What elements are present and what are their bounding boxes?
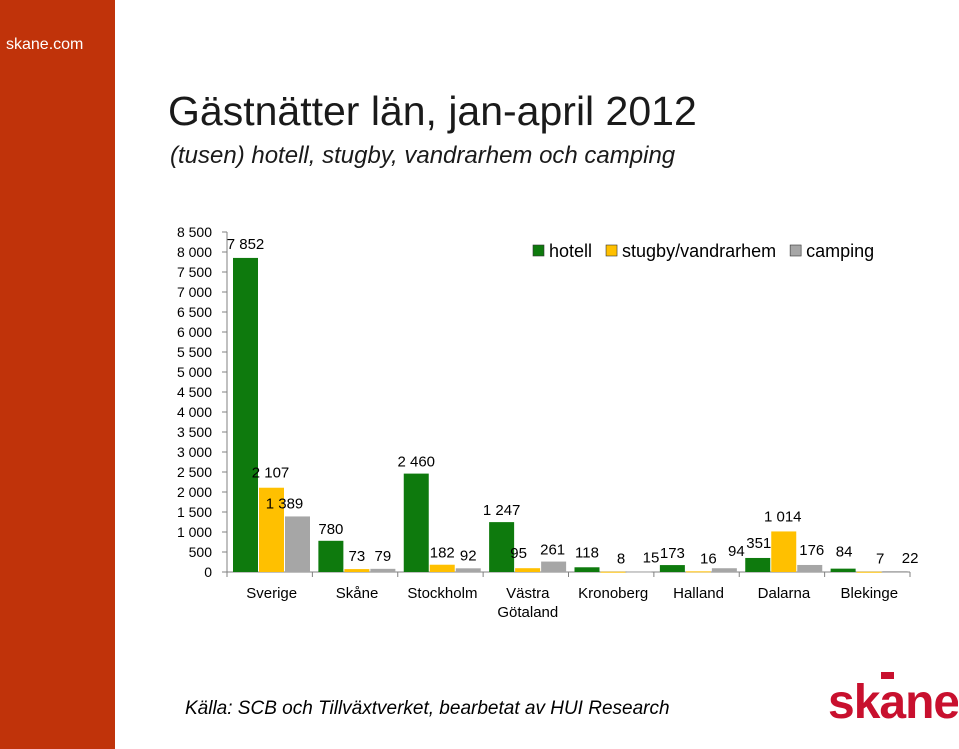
page-subtitle: (tusen) hotell, stugby, vandrarhem och c…	[170, 142, 676, 169]
y-tick-label: 7 500	[177, 264, 212, 280]
data-label: 7 852	[227, 236, 265, 253]
data-label: 176	[799, 542, 824, 559]
bar-stugby-vandrarhem	[856, 571, 882, 573]
data-label: 780	[318, 521, 343, 538]
legend-label: hotell	[549, 241, 592, 261]
y-tick-label: 3 000	[177, 444, 212, 460]
bar-hotell	[403, 473, 429, 572]
data-label: 73	[349, 548, 366, 565]
y-tick-label: 4 500	[177, 384, 212, 400]
legend-swatch	[605, 244, 618, 257]
y-tick-label: 500	[189, 544, 213, 560]
x-category-label: Halland	[673, 585, 724, 602]
brand-sidebar: skane.com	[0, 0, 115, 749]
data-label: 261	[540, 542, 565, 559]
y-tick-label: 8 000	[177, 244, 212, 260]
x-category-label: Skåne	[336, 585, 379, 602]
bar-stugby-vandrarhem	[259, 487, 284, 572]
x-category-label: Götaland	[497, 604, 558, 621]
y-tick-label: 6 500	[177, 304, 212, 320]
data-label: 15	[643, 549, 660, 566]
y-tick-label: 8 500	[177, 224, 212, 240]
legend-label: stugby/vandrarhem	[622, 241, 776, 261]
x-category-label: Kronoberg	[578, 585, 648, 602]
y-tick-label: 1 500	[177, 504, 212, 520]
bar-camping	[882, 571, 908, 573]
y-tick-label: 7 000	[177, 284, 212, 300]
bar-stugby-vandrarhem	[344, 569, 370, 572]
data-label: 79	[375, 548, 392, 565]
y-tick-label: 2 000	[177, 484, 212, 500]
data-label: 94	[728, 543, 745, 560]
data-label: 1 014	[764, 508, 802, 525]
bar-stugby-vandrarhem	[685, 571, 711, 573]
bar-hotell	[318, 540, 344, 572]
legend-swatch	[789, 244, 802, 257]
x-category-label: Stockholm	[407, 585, 477, 602]
bar-hotell	[745, 557, 771, 572]
page-title: Gästnätter län, jan-april 2012	[168, 88, 697, 134]
data-label: 16	[700, 550, 717, 567]
y-tick-label: 6 000	[177, 324, 212, 340]
bar-camping	[711, 568, 737, 572]
y-tick-label: 1 000	[177, 524, 212, 540]
bar-camping	[285, 516, 310, 572]
svg-text:skane: skane	[828, 676, 958, 729]
data-label: 8	[617, 551, 625, 568]
bar-stugby-vandrarhem	[429, 564, 455, 572]
bar-hotell	[659, 565, 685, 572]
data-label: 7	[876, 551, 884, 568]
legend-label: camping	[806, 241, 874, 261]
bar-stugby-vandrarhem	[771, 531, 797, 572]
data-label: 92	[460, 547, 477, 564]
skane-logo: skane	[828, 672, 958, 729]
y-tick-label: 0	[204, 564, 212, 580]
bar-camping	[455, 568, 481, 572]
site-link[interactable]: skane.com	[6, 36, 84, 53]
data-label: 173	[660, 545, 685, 562]
data-label: 2 460	[397, 454, 435, 471]
y-tick-label: 4 000	[177, 404, 212, 420]
data-label: 182	[430, 545, 455, 562]
y-tick-label: 2 500	[177, 464, 212, 480]
source-note: Källa: SCB och Tillväxtverket, bearbetat…	[185, 698, 670, 719]
bar-hotell	[489, 522, 515, 572]
data-label: 1 389	[266, 495, 304, 512]
bar-hotell	[574, 567, 600, 572]
bar-camping	[370, 568, 396, 572]
data-label: 1 247	[483, 502, 521, 519]
data-label: 84	[836, 544, 853, 561]
data-label: 351	[746, 535, 771, 552]
y-tick-label: 5 000	[177, 364, 212, 380]
x-category-label: Dalarna	[758, 585, 811, 602]
bar-camping	[626, 571, 652, 573]
bar-hotell	[233, 257, 258, 572]
bar-stugby-vandrarhem	[515, 568, 541, 572]
data-label: 22	[902, 550, 919, 567]
x-category-label: Blekinge	[841, 585, 899, 602]
x-category-label: Sverige	[246, 585, 297, 602]
x-category-label: Västra	[506, 585, 550, 602]
bar-hotell	[830, 568, 856, 572]
bar-stugby-vandrarhem	[600, 571, 626, 573]
legend-swatch	[532, 244, 545, 257]
y-tick-label: 5 500	[177, 344, 212, 360]
bar-camping	[541, 561, 567, 572]
data-label: 2 107	[252, 465, 290, 482]
y-tick-label: 3 500	[177, 424, 212, 440]
data-label: 118	[575, 544, 599, 561]
bar-camping	[797, 564, 823, 572]
data-label: 95	[510, 545, 527, 562]
